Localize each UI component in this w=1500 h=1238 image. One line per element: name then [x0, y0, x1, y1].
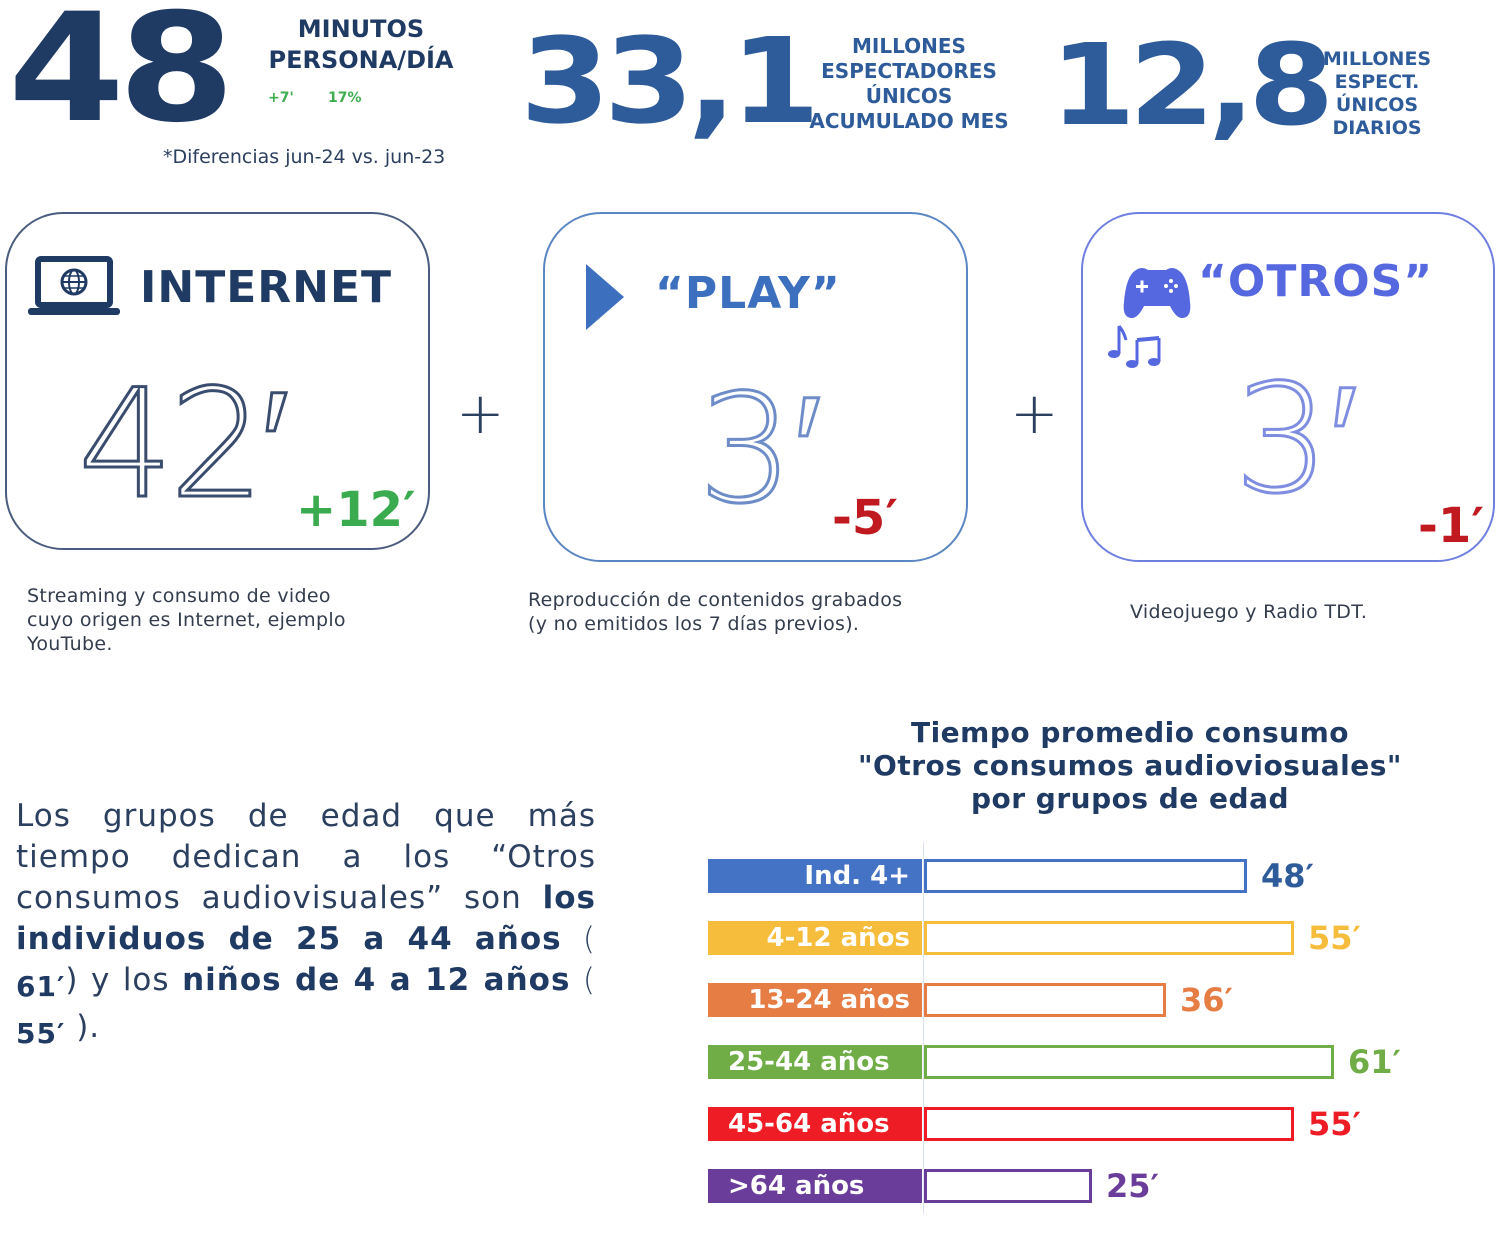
description-line: (y no emitidos los 7 días previos).	[528, 613, 860, 635]
paragraph-text: ).	[65, 1009, 101, 1045]
description-line: Streaming y consumo de video	[27, 585, 331, 607]
value-label: 36′	[1180, 981, 1233, 1019]
card-play-title: “PLAY”	[655, 268, 841, 319]
bar	[924, 1107, 1294, 1141]
description-line: Videojuego y Radio TDT.	[1130, 601, 1368, 623]
paragraph-number: 61′	[16, 970, 66, 1003]
kpi-minutes-label-line1: MINUTOS	[297, 15, 425, 43]
plus-sign: +	[1010, 379, 1059, 447]
category-label: >64 años	[708, 1169, 922, 1203]
label-line: ESPECTADORES	[821, 59, 997, 83]
label-line: DIARIOS	[1332, 117, 1422, 139]
chart-title-line: Tiempo promedio consumo	[910, 716, 1350, 749]
kpi-minutes-label: MINUTOS PERSONA/DÍA	[245, 14, 477, 76]
card-otros-delta: -1′	[1418, 498, 1484, 554]
card-otros-description: Videojuego y Radio TDT.	[1130, 600, 1490, 624]
label-line: ÚNICOS	[1335, 94, 1419, 116]
card-internet-delta: +12′	[296, 482, 416, 538]
paragraph-text: (	[561, 921, 597, 957]
kpi-monthly-viewers-label: MILLONES ESPECTADORES ÚNICOS ACUMULADO M…	[786, 34, 1032, 134]
value-label: 55′	[1308, 1105, 1361, 1143]
paragraph-text: Los grupos de edad que más tiempo dedica…	[16, 798, 596, 916]
bar	[924, 859, 1247, 893]
kpi-daily-viewers-value: 12,8	[1050, 21, 1334, 151]
value-label: 25′	[1106, 1167, 1159, 1205]
bar	[924, 1045, 1334, 1079]
kpi-minutes-delta-pct: 17%	[328, 90, 362, 106]
description-line: YouTube.	[27, 633, 113, 655]
kpi-minutes-delta: +7'	[268, 90, 294, 106]
bar	[924, 983, 1166, 1017]
card-internet-description: Streaming y consumo de video cuyo origen…	[27, 584, 447, 656]
bar	[924, 921, 1294, 955]
value-label: 61′	[1348, 1043, 1401, 1081]
chart-axis-line	[923, 842, 924, 1214]
plus-sign: +	[456, 379, 505, 447]
gamepad-icon	[1122, 266, 1192, 324]
bar	[924, 1169, 1092, 1203]
chart-title-line: por grupos de edad	[970, 782, 1290, 815]
value-label: 55′	[1308, 919, 1361, 957]
card-play	[543, 212, 968, 562]
card-play-delta: -5′	[832, 490, 898, 546]
label-line: MILLONES	[852, 34, 966, 58]
description-line: cuyo origen es Internet, ejemplo	[27, 609, 346, 631]
value-label: 48′	[1261, 857, 1314, 895]
card-internet	[5, 212, 430, 550]
kpi-daily-viewers-label: MILLONES ESPECT. ÚNICOS DIARIOS	[1310, 48, 1444, 140]
label-line: ÚNICOS	[865, 84, 953, 108]
paragraph-text: (	[570, 962, 597, 998]
card-otros-title: “OTROS”	[1198, 256, 1434, 307]
chart-title-line: "Otros consumos audioviosuales"	[857, 749, 1403, 782]
paragraph-highlight: los individuos de 25 a 44 años	[16, 880, 596, 957]
card-play-description: Reproducción de contenidos grabados (y n…	[528, 588, 1048, 636]
comparison-note: *Diferencias jun-24 vs. jun-23	[163, 146, 446, 168]
kpi-minutes-value: 48	[8, 0, 235, 156]
label-line: ESPECT.	[1334, 71, 1420, 93]
kpi-monthly-viewers-value: 33,1	[520, 12, 820, 150]
paragraph-highlight: niños de 4 a 12 años	[182, 962, 571, 998]
category-label: 45-64 años	[708, 1107, 922, 1141]
paragraph-number: 55′	[16, 1017, 66, 1050]
label-line: ACUMULADO MES	[809, 109, 1009, 133]
category-label: 25-44 años	[708, 1045, 922, 1079]
card-play-value: 3′	[697, 363, 824, 537]
category-label: Ind. 4+	[708, 859, 922, 893]
card-internet-value: 42′	[77, 358, 291, 532]
label-line: MILLONES	[1322, 48, 1432, 70]
chart-title: Tiempo promedio consumo "Otros consumos …	[820, 716, 1440, 815]
kpi-minutes-label-line2: PERSONA/DÍA	[268, 46, 454, 74]
play-icon	[584, 264, 624, 334]
description-line: Reproducción de contenidos grabados	[528, 589, 903, 611]
paragraph-text: ) y los	[65, 962, 183, 998]
summary-paragraph: Los grupos de edad que más tiempo dedica…	[16, 796, 596, 1054]
laptop-globe-icon	[28, 256, 120, 322]
music-notes-icon	[1106, 322, 1166, 376]
card-internet-title: INTERNET	[140, 262, 393, 313]
card-otros-value: 3′	[1233, 353, 1360, 527]
category-label: 4-12 años	[708, 921, 922, 955]
category-label: 13-24 años	[708, 983, 922, 1017]
